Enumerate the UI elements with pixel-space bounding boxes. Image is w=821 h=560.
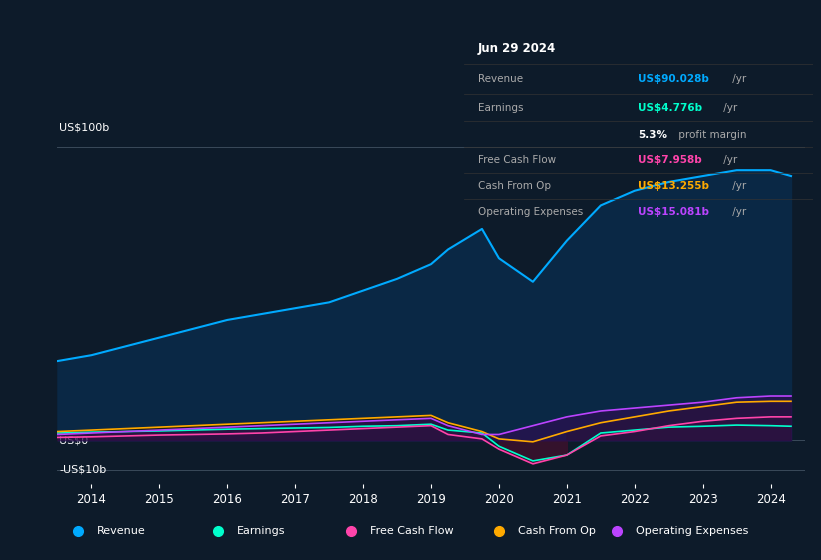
Text: Cash From Op: Cash From Op (478, 181, 551, 191)
Text: Earnings: Earnings (237, 526, 286, 535)
Text: Revenue: Revenue (97, 526, 145, 535)
Text: US$13.255b: US$13.255b (639, 181, 709, 191)
Text: Revenue: Revenue (478, 74, 523, 83)
Text: Earnings: Earnings (478, 103, 523, 113)
Text: Cash From Op: Cash From Op (518, 526, 595, 535)
Text: /yr: /yr (729, 207, 746, 217)
Text: US$0: US$0 (59, 435, 88, 445)
Text: Operating Expenses: Operating Expenses (478, 207, 583, 217)
Text: -US$10b: -US$10b (59, 465, 106, 475)
Text: US$90.028b: US$90.028b (639, 74, 709, 83)
Text: Free Cash Flow: Free Cash Flow (478, 155, 556, 165)
Text: /yr: /yr (720, 103, 737, 113)
Text: Free Cash Flow: Free Cash Flow (370, 526, 453, 535)
Text: US$7.958b: US$7.958b (639, 155, 702, 165)
Text: US$15.081b: US$15.081b (639, 207, 709, 217)
Text: /yr: /yr (729, 181, 746, 191)
Text: 5.3%: 5.3% (639, 130, 667, 140)
Text: /yr: /yr (720, 155, 737, 165)
Text: US$100b: US$100b (59, 122, 109, 132)
Text: Operating Expenses: Operating Expenses (636, 526, 748, 535)
Text: US$4.776b: US$4.776b (639, 103, 703, 113)
Text: /yr: /yr (729, 74, 746, 83)
Text: profit margin: profit margin (675, 130, 746, 140)
Text: Jun 29 2024: Jun 29 2024 (478, 42, 556, 55)
